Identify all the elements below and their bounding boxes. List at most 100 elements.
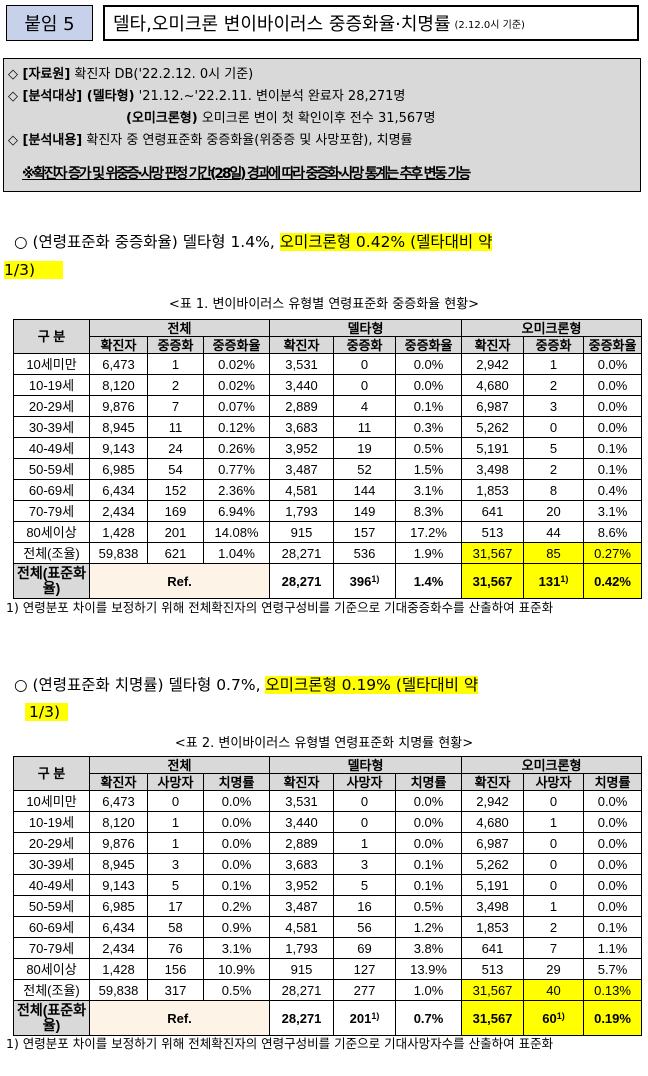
sub-header: 확진자 (461, 336, 525, 354)
sub-header: 확진자 (89, 773, 148, 791)
table-cell: 1 (333, 832, 397, 854)
table-cell: 0.07% (202, 395, 271, 417)
table-cell: 11 (333, 416, 397, 438)
table-cell: 0.0% (202, 790, 271, 812)
standardized-value-text: 201 (349, 1010, 372, 1026)
table-cell: 156 (147, 958, 204, 980)
sub-header: 사망자 (523, 773, 585, 791)
standardized-value-text: 0.19% (594, 1010, 631, 1026)
table-header-row: 구 분 전체 델타형 오미크론형 (13, 756, 643, 791)
table-cell: 641 (461, 500, 525, 522)
severity-table: 구 분 전체 델타형 오미크론형 확진자 중증화 중증화율 확진자 중증화 중증화율 확진자 중증화 중… (13, 319, 643, 599)
age-group-cell: 10세미만 (13, 353, 90, 375)
group-header: 오미크론형 (461, 319, 643, 337)
table-cell: 28,271 (269, 542, 335, 564)
table-row: 10-19세 8,120 2 0.02% 3,440 0 0.0% 4,680 2 0.0% (13, 374, 643, 396)
table-cell: 5.7% (583, 958, 643, 980)
table-cell: 3 (147, 853, 204, 875)
table-cell: 5 (147, 874, 204, 896)
table-cell: 0 (333, 374, 397, 396)
table-cell: 8,120 (89, 811, 148, 833)
table-cell: 59,838 (89, 542, 148, 564)
age-column-header: 구 분 (13, 756, 90, 791)
table-cell: 4 (333, 395, 397, 417)
sub-header: 중증화율 (395, 336, 463, 354)
fatality-table: 구 분 전체 델타형 오미크론형 확진자 사망자 치명률 확진자 사망자 치명률 확진자 사망자 치명률… (13, 756, 643, 1036)
table-cell: 11 (147, 416, 204, 438)
table-cell: 0.02% (202, 353, 271, 375)
group-header: 델타형 (269, 319, 463, 337)
table-cell: 0.1% (583, 437, 643, 459)
total-row: 전체(조율) 59,838 621 1.04% 28,271 536 1.9% 31,567 8… (13, 542, 643, 564)
standardized-value: 0.19% (583, 1000, 643, 1036)
table-cell: 1.9% (395, 542, 463, 564)
sub-header: 치명률 (395, 773, 463, 791)
table-cell: 0.0% (583, 374, 643, 396)
table-cell: 0.0% (583, 790, 643, 812)
table-cell: 2,942 (461, 353, 525, 375)
table-cell: 8.6% (583, 521, 643, 543)
table-cell: 14.08% (202, 521, 271, 543)
table-cell: 0 (523, 416, 585, 438)
table-cell: 1.04% (202, 542, 271, 564)
table-cell: 0.0% (583, 395, 643, 417)
sub-header: 확진자 (89, 336, 148, 354)
info-content: ◇ [분석내용] 확진자 중 연령표준화 중증화율(위중증 및 사망포함), 치… (8, 129, 413, 148)
table-cell: 44 (523, 521, 585, 543)
table-cell: 513 (461, 521, 525, 543)
standardized-value-text: 396 (349, 573, 372, 589)
summary-severity-highlight2: 1/3) (4, 261, 63, 279)
table-cell: 6,985 (89, 458, 148, 480)
table-cell: 8,120 (89, 374, 148, 396)
table-cell: 6,434 (89, 916, 148, 938)
table-cell: 0.1% (583, 916, 643, 938)
info-source: ◇ [자료원] 확진자 DB('22.2.12. 0시 기준) (8, 63, 253, 82)
standardized-value: 31,567 (461, 1000, 525, 1036)
table-cell: 59,838 (89, 979, 148, 1001)
table-cell: 144 (333, 479, 397, 501)
table-cell: 0.0% (395, 790, 463, 812)
age-group-cell: 30-39세 (13, 853, 90, 875)
table-row: 60-69세 6,434 152 2.36% 4,581 144 3.1% 1,853 8 0.4… (13, 479, 643, 501)
table-cell: 69 (333, 937, 397, 959)
table-cell: 0.0% (583, 874, 643, 896)
table-cell: 0.0% (395, 353, 463, 375)
age-group-cell: 80세이상 (13, 521, 90, 543)
info-box: ◇ [자료원] 확진자 DB('22.2.12. 0시 기준) ◇ [분석대상]… (3, 58, 641, 192)
table-cell: 29 (523, 958, 585, 980)
table-cell: 1 (523, 811, 585, 833)
table-cell: 1,793 (269, 937, 335, 959)
info-source-text: 확진자 DB('22.2.12. 0시 기준) (70, 67, 254, 82)
reference-cell: Ref. (88, 1000, 271, 1036)
table1-caption: <표 1. 변이바이러스 유형별 연령표준화 중증화율 현황> (168, 297, 480, 312)
summary-fatality: ○ (연령표준화 치명률) 델타형 0.7%, 오미크론형 0.19% (델타대… (14, 673, 479, 695)
table-cell: 1,853 (461, 479, 525, 501)
table-cell: 20 (523, 500, 585, 522)
table-cell: 3 (523, 395, 585, 417)
age-group-cell: 20-29세 (13, 395, 90, 417)
table-cell: 31,567 (461, 542, 525, 564)
summary-fatality-highlight2: 1/3) (25, 703, 68, 721)
table-cell: 149 (333, 500, 397, 522)
table-cell: 1,428 (89, 958, 148, 980)
table-row: 10세미만 6,473 1 0.02% 3,531 0 0.0% 2,942 1 0.0% (13, 353, 643, 375)
table-cell: 6,473 (89, 353, 148, 375)
info-content-text: 확진자 중 연령표준화 중증화율(위중증 및 사망포함), 치명률 (82, 133, 413, 148)
table-cell: 2 (523, 374, 585, 396)
table-cell: 0.9% (202, 916, 271, 938)
table-cell: 3.8% (395, 937, 463, 959)
info-target-omicron-label: (오미크론형) (126, 111, 198, 126)
table-cell: 56 (333, 916, 397, 938)
sub-header: 중증화율 (583, 336, 643, 354)
table-cell: 76 (147, 937, 204, 959)
age-group-cell: 50-59세 (13, 895, 90, 917)
table-cell: 513 (461, 958, 525, 980)
standardized-value: 0.7% (395, 1000, 463, 1036)
footnote-marker: 1) (371, 1010, 380, 1021)
table-row: 20-29세 9,876 7 0.07% 2,889 4 0.1% 6,987 3 0.0% (13, 395, 643, 417)
table-cell: 1 (147, 811, 204, 833)
table-cell: 0.0% (583, 416, 643, 438)
total-label: 전체(조율) (13, 542, 90, 564)
table-cell: 3,498 (461, 458, 525, 480)
table-cell: 127 (333, 958, 397, 980)
